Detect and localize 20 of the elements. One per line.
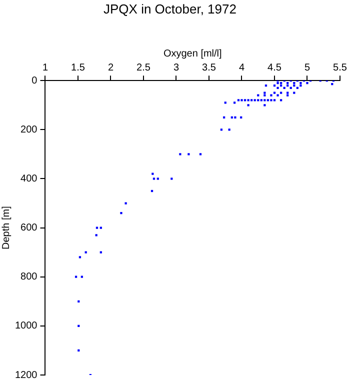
y-axis-title: Depth [m] [0, 206, 12, 250]
y-tick-label: 400 [20, 173, 38, 184]
x-tick-label: 1.5 [71, 62, 86, 74]
y-tick-label: 200 [20, 124, 38, 136]
x-tick-label: 5.5 [333, 62, 348, 74]
y-tick-label: 600 [20, 222, 38, 234]
x-tick-label: 4.5 [268, 62, 282, 74]
x-tick-label: 3.5 [202, 62, 216, 74]
x-axis-title: Oxygen [ml/l] [163, 48, 222, 60]
y-tick-label: 1000 [14, 320, 38, 332]
x-tick-label: 2 [108, 62, 114, 74]
y-tick-label: 800 [20, 272, 38, 283]
x-tick-label: 3 [173, 62, 180, 74]
x-tick-label: 5 [304, 62, 310, 74]
x-tick-label: 4 [238, 62, 245, 74]
chart-title: JPQX in October, 1972 [104, 1, 236, 16]
y-tick-label: 0 [32, 75, 38, 86]
y-tick-label: 1200 [14, 370, 38, 381]
x-tick-label: 2.5 [136, 62, 151, 74]
x-tick-label: 1 [42, 62, 48, 74]
